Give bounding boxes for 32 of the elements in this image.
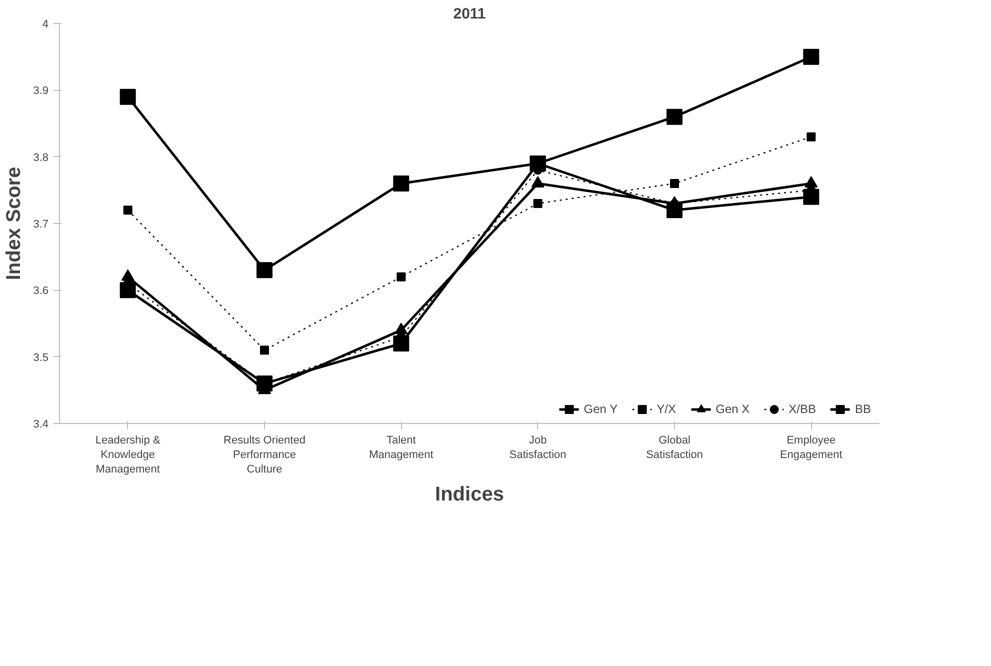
y-tick-label: 3.4 xyxy=(33,418,49,430)
point xyxy=(260,346,269,355)
y-tick-label: 3.8 xyxy=(33,152,49,164)
x-tick-label: Employee Engagement xyxy=(780,434,842,461)
y-tick-label: 4 xyxy=(42,18,49,30)
y-axis-title: Index Score xyxy=(3,166,26,280)
legend-label: Gen X xyxy=(716,402,750,416)
point xyxy=(806,132,816,142)
point xyxy=(666,108,682,125)
point xyxy=(670,179,679,188)
point xyxy=(803,48,820,65)
point xyxy=(120,88,136,105)
y-tick-label: 3.7 xyxy=(33,218,49,230)
x-tick-label: Global Satisfaction xyxy=(646,434,703,461)
point xyxy=(123,206,132,215)
legend-label: BB xyxy=(855,402,872,416)
x-tick-label: Leadership & Knowledge Management xyxy=(95,434,161,476)
x-tick-label: Job Satisfaction xyxy=(509,434,566,461)
point xyxy=(256,262,272,278)
chart-title: 2011 xyxy=(453,6,486,22)
y-tick-label: 3.5 xyxy=(33,352,49,364)
x-axis-title: Indices xyxy=(435,483,504,506)
x-tick-label: Results Oriented Performance Culture xyxy=(224,434,306,476)
y-tick-label: 3.9 xyxy=(33,85,49,98)
point xyxy=(533,199,542,208)
y-tick-label: 3.6 xyxy=(33,285,49,298)
legend-label: X/BB xyxy=(788,402,816,416)
point xyxy=(393,176,410,192)
x-tick-label: Talent Management xyxy=(369,434,434,461)
legend-label: Gen Y xyxy=(584,402,618,416)
legend-label: Y/X xyxy=(656,402,677,416)
point xyxy=(396,272,406,282)
